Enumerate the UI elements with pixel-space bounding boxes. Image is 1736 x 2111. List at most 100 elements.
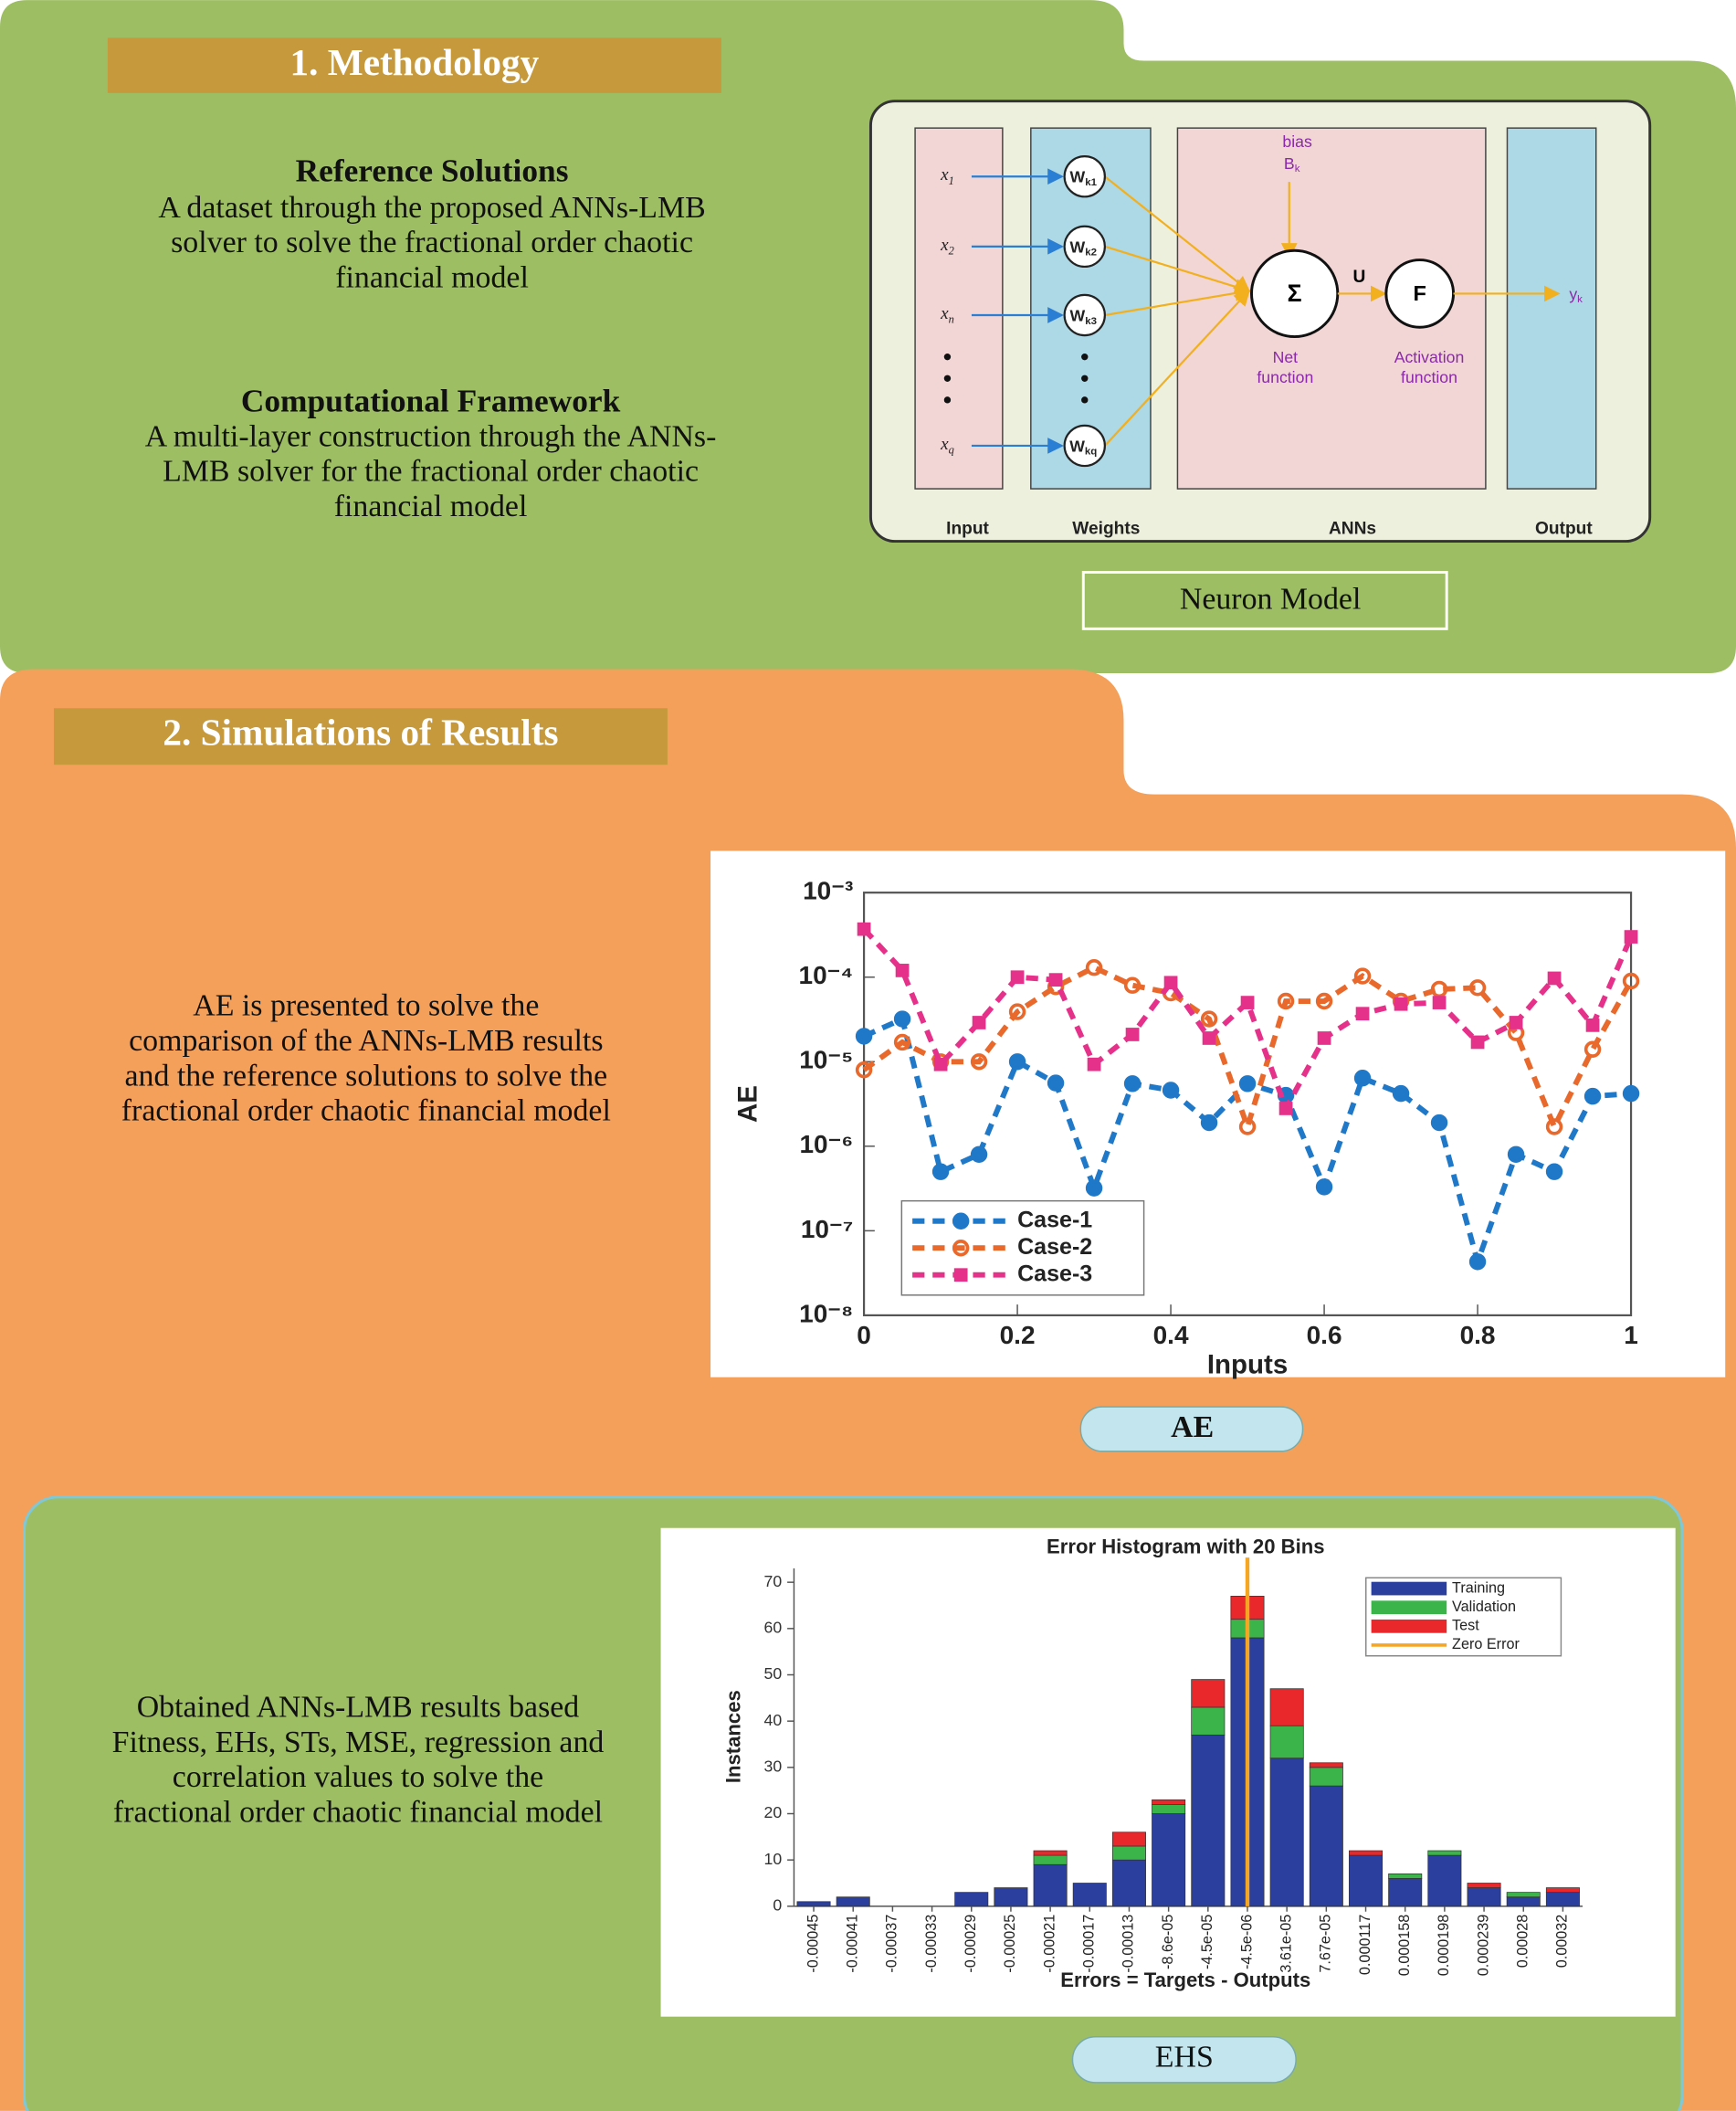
legend-label: Zero Error: [1452, 1636, 1520, 1652]
input-label-index: q: [949, 444, 954, 457]
chart-title: Error Histogram with 20 Bins: [1047, 1536, 1324, 1558]
text-line: correlation values to solve the: [173, 1760, 543, 1794]
series-line: [861, 927, 1634, 1115]
text-line: LMB solver for the fractional order chao…: [163, 455, 699, 489]
ellipsis-dot: [943, 353, 952, 361]
weight-node: [1063, 424, 1106, 468]
text-line: Obtained ANNs-LMB results based: [137, 1690, 580, 1724]
text-line: financial model: [334, 490, 528, 523]
column-label: Output: [1535, 519, 1593, 538]
y-tick-label: 10⁻⁷: [801, 1215, 853, 1243]
ellipsis-dot: [943, 396, 952, 404]
series-line: [862, 964, 1634, 1135]
x-tick-label: -0.00033: [923, 1915, 940, 1973]
legend-label: Case-3: [1017, 1261, 1092, 1286]
marker: [1202, 1031, 1216, 1045]
y-tick-label: 40: [764, 1711, 783, 1729]
x-tick-label: 1: [1624, 1321, 1638, 1349]
bar-segment: [1111, 1859, 1146, 1907]
weight-link: [1104, 175, 1251, 292]
marker: [1163, 976, 1178, 990]
weight-node: [1063, 293, 1106, 337]
weight-label-index: k1: [1085, 177, 1097, 188]
y-tick-label: 20: [764, 1803, 783, 1821]
x-tick-label: 7.67e-05: [1318, 1915, 1334, 1973]
marker: [972, 1016, 986, 1029]
marker: [893, 1010, 911, 1028]
ellipsis-dot: [943, 375, 952, 382]
bar-segment: [1349, 1850, 1384, 1856]
marker: [1545, 1118, 1563, 1135]
bar-segment: [1269, 1757, 1304, 1907]
input-label: x1: [940, 166, 954, 187]
x-tick-label: -8.6e-05: [1160, 1915, 1176, 1969]
text-line: solver to solve the fractional order cha…: [171, 226, 693, 259]
caption: Neuron Model: [1180, 583, 1362, 617]
activation-label: function: [1401, 368, 1457, 386]
bar-segment: [1072, 1883, 1107, 1907]
x-tick-label: 0: [857, 1321, 871, 1349]
weight-label-index: k2: [1085, 248, 1097, 259]
block-title: Reference Solutions: [296, 152, 569, 188]
text-line: AE is presented to solve the: [193, 989, 539, 1023]
activation-label: Activation: [1394, 348, 1465, 366]
ellipsis-dot: [1081, 353, 1089, 361]
y-tick-label: 10⁻⁵: [799, 1046, 853, 1074]
output-label-index: k: [1577, 294, 1583, 305]
x-tick-label: -0.00037: [884, 1915, 900, 1973]
weight-label-symbol: W: [1070, 167, 1086, 185]
x-tick-label: -0.00025: [1002, 1915, 1018, 1973]
weight-label: Wk3: [1070, 306, 1097, 327]
bar-segment: [1152, 1799, 1186, 1805]
bar-segment: [1033, 1854, 1068, 1865]
marker: [1200, 1010, 1218, 1028]
weight-label-symbol: W: [1070, 306, 1086, 324]
y-tick-label: 60: [764, 1618, 783, 1636]
marker: [1085, 1179, 1103, 1197]
text-line: A dataset through the proposed ANNs-LMB: [158, 191, 705, 225]
input-label-symbol: x: [940, 236, 949, 255]
marker: [1087, 1057, 1101, 1071]
bias-symbol: Bk: [1284, 154, 1300, 175]
marker: [1430, 1114, 1448, 1132]
net-label: function: [1257, 368, 1313, 386]
bias-symbol-index: k: [1295, 164, 1300, 174]
caption: AE: [1171, 1410, 1214, 1444]
x-tick-label: -0.00013: [1121, 1915, 1137, 1973]
marker: [857, 922, 871, 936]
x-tick-label: 0.000117: [1357, 1915, 1373, 1975]
text-line: financial model: [335, 260, 529, 294]
bar-segment: [1506, 1892, 1541, 1898]
caption: EHS: [1155, 2041, 1214, 2074]
marker: [1432, 996, 1447, 1009]
y-axis-label: Instances: [721, 1690, 744, 1783]
marker: [1317, 1031, 1331, 1045]
marker: [1008, 1053, 1026, 1071]
x-tick-label: 0.2: [1000, 1321, 1036, 1349]
column-label: ANNs: [1329, 519, 1376, 538]
bar-segment: [1545, 1887, 1580, 1894]
marker: [1238, 1075, 1257, 1092]
heading-box: [53, 708, 668, 765]
marker: [1315, 992, 1333, 1010]
heading: 2. Simulations of Results: [163, 712, 558, 754]
output-label: yk: [1569, 285, 1583, 306]
legend-swatch: [1371, 1619, 1447, 1633]
input-label-symbol: x: [940, 166, 949, 185]
x-tick-label: 0.4: [1153, 1321, 1189, 1349]
net-label: Net: [1273, 348, 1299, 366]
marker: [953, 1268, 968, 1282]
weight-link: [1104, 245, 1251, 295]
bar-segment: [994, 1887, 1028, 1907]
marker: [1583, 1040, 1602, 1058]
bar-segment: [1269, 1688, 1304, 1726]
bar-segment: [1427, 1854, 1462, 1907]
y-tick-label: 30: [764, 1757, 783, 1776]
x-tick-label: 0.00032: [1554, 1915, 1571, 1969]
marker: [1123, 1075, 1142, 1092]
weight-node: [1063, 155, 1106, 198]
legend-label: Case-1: [1017, 1207, 1092, 1232]
bar-segment: [1506, 1896, 1541, 1907]
x-tick-label: -0.00029: [963, 1915, 979, 1973]
input-label-index: 2: [949, 244, 954, 257]
